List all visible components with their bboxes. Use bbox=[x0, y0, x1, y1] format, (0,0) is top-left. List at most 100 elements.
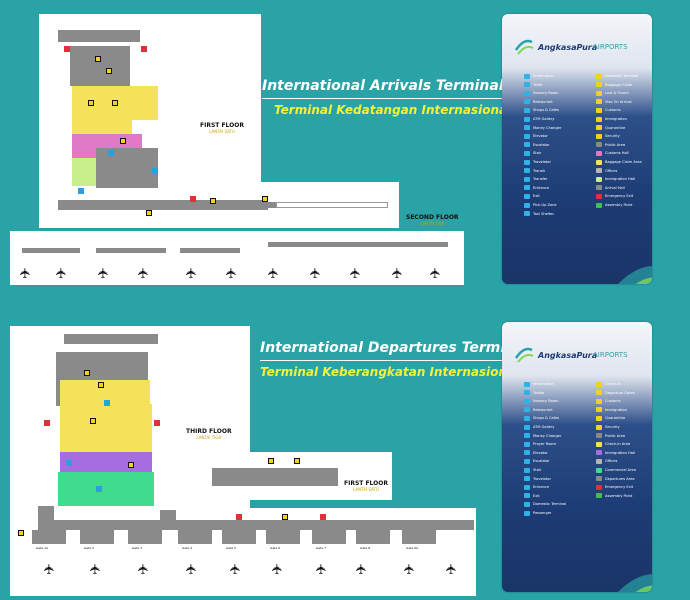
legend-label: Departures Area bbox=[605, 476, 635, 481]
aircraft-icon: ✈ bbox=[135, 267, 152, 279]
quarantine-icon bbox=[596, 415, 602, 421]
departures-immigration-hall bbox=[60, 452, 152, 472]
emergency-exit-icon bbox=[44, 420, 50, 426]
arrivals-pier-4 bbox=[268, 242, 448, 247]
nursery-icon bbox=[524, 398, 530, 404]
quarantine-icon bbox=[596, 125, 602, 131]
legend-label: Quarantine bbox=[605, 416, 626, 421]
legend-label: Immigration Hall bbox=[605, 450, 635, 455]
brand-name: AngkasaPura bbox=[538, 351, 598, 360]
stair-icon bbox=[524, 467, 530, 473]
check-in-icon bbox=[596, 381, 602, 387]
legend-label: Shops & Cafes bbox=[533, 108, 560, 113]
legend-label: ATM Gallery bbox=[533, 116, 555, 121]
angkasa-pura-logo: AngkasaPura AIRPORTS bbox=[510, 344, 650, 372]
legend-label: Money Changer bbox=[533, 433, 562, 438]
domestic-terminal-icon bbox=[524, 501, 530, 507]
atm-icon bbox=[524, 424, 530, 430]
cafe-icon bbox=[524, 107, 530, 113]
legend-label: Emergency Exit bbox=[605, 194, 634, 199]
arrivals-legend-right-column: Domestic Terminal Baggage Claim Lost & Fou… bbox=[596, 72, 652, 210]
gate-label: Gate 6 bbox=[270, 546, 281, 550]
legend-item: Check-In Area bbox=[596, 440, 652, 449]
gate-pier bbox=[80, 530, 114, 544]
legend-item: Transfer bbox=[524, 175, 588, 184]
exit-icon bbox=[524, 493, 530, 499]
security-icon bbox=[596, 424, 602, 430]
offices-swatch bbox=[596, 458, 602, 464]
legend-label: Toilet bbox=[533, 82, 543, 87]
legend-label: Travelator bbox=[533, 159, 551, 164]
exit-icon bbox=[282, 514, 288, 520]
legend-label: Transfer bbox=[533, 177, 548, 182]
exit-icon bbox=[18, 530, 24, 536]
legend-label: Restaurant bbox=[533, 99, 553, 104]
departures-commercial-area bbox=[58, 472, 154, 506]
baggage-claim-icon bbox=[596, 82, 602, 88]
gate-label: Gate 9A bbox=[406, 546, 419, 550]
legend-label: Toilets bbox=[533, 390, 545, 395]
pick-up-zone-icon bbox=[524, 202, 530, 208]
arrivals-second-floor-label: SECOND FLOOR LANTAI DUA bbox=[406, 214, 459, 226]
legend-label: Money Changer bbox=[533, 125, 562, 130]
angkasa-pura-mark-icon bbox=[514, 39, 534, 55]
legend-label: Pick-Up Zone bbox=[533, 202, 557, 207]
legend-item: Toilet bbox=[524, 81, 588, 90]
legend-item: Assembly Point bbox=[596, 201, 652, 210]
elevator-icon bbox=[96, 486, 102, 492]
elevator-icon bbox=[524, 450, 530, 456]
arrivals-second-floor-panel bbox=[10, 231, 464, 285]
security-icon bbox=[128, 462, 134, 468]
departures-check-in-area-2 bbox=[60, 404, 152, 452]
legend-label: Nursery Room bbox=[533, 399, 559, 404]
legend-item: Nursery Room bbox=[524, 89, 588, 98]
security-icon bbox=[596, 133, 602, 139]
legend-label: Baggage Claim bbox=[605, 82, 633, 87]
legend-item: Immigration Hall bbox=[596, 449, 652, 458]
legend-item: Immigration bbox=[596, 115, 652, 124]
legend-item: Shops & Cafes bbox=[524, 414, 588, 423]
legend-item: Emergency Exit bbox=[596, 483, 652, 492]
aircraft-icon: ✈ bbox=[427, 267, 444, 279]
transit-icon bbox=[146, 210, 152, 216]
legend-item: Shops & Cafes bbox=[524, 106, 588, 115]
legend-label: Exit bbox=[533, 493, 540, 498]
entrance-icon bbox=[524, 484, 530, 490]
visa-on-arrival-icon bbox=[596, 99, 602, 105]
legend-label: Elevator bbox=[533, 450, 548, 455]
restaurant-icon bbox=[524, 407, 530, 413]
check-in-area-swatch bbox=[596, 441, 602, 447]
legend-label: Security bbox=[605, 134, 620, 139]
departure-gates-icon bbox=[596, 390, 602, 396]
swoosh-decoration-icon bbox=[618, 266, 652, 284]
public-area-swatch bbox=[596, 433, 602, 439]
legend-label: Stair bbox=[533, 151, 542, 156]
emergency-exit-icon bbox=[64, 46, 70, 52]
swoosh-decoration-icon bbox=[618, 574, 652, 592]
brand-name: AngkasaPura bbox=[538, 43, 598, 52]
legend-item: Transit bbox=[524, 167, 588, 176]
lost-found-icon bbox=[112, 100, 118, 106]
arrivals-public-area bbox=[96, 148, 158, 188]
legend-item: Restaurant bbox=[524, 98, 588, 107]
legend-item: Escalator bbox=[524, 457, 588, 466]
arrivals-first-floor-label: FIRST FLOOR LANTAI SATU bbox=[200, 122, 244, 134]
legend-label: Information bbox=[533, 382, 554, 386]
stair-icon bbox=[524, 150, 530, 156]
transit-icon bbox=[524, 168, 530, 174]
legend-label: Immigration Hall bbox=[605, 177, 635, 182]
legend-item: Domestic Terminal bbox=[524, 500, 588, 509]
emergency-exit-icon bbox=[154, 420, 160, 426]
legend-label: Assembly Point bbox=[605, 202, 633, 207]
legend-item: Baggage Claim bbox=[596, 81, 652, 90]
legend-label: Commercial Area bbox=[605, 467, 636, 472]
legend-label: Baggage Claim Area bbox=[605, 159, 642, 164]
legend-item: ATM Gallery bbox=[524, 423, 588, 432]
offices-swatch bbox=[596, 168, 602, 174]
legend-label: Offices bbox=[605, 168, 618, 173]
money-changer-icon bbox=[524, 433, 530, 439]
escalator-icon bbox=[524, 142, 530, 148]
gate-pier bbox=[128, 530, 162, 544]
gate-label: Gate 3 bbox=[132, 546, 143, 550]
emergency-exit-icon bbox=[596, 193, 602, 199]
